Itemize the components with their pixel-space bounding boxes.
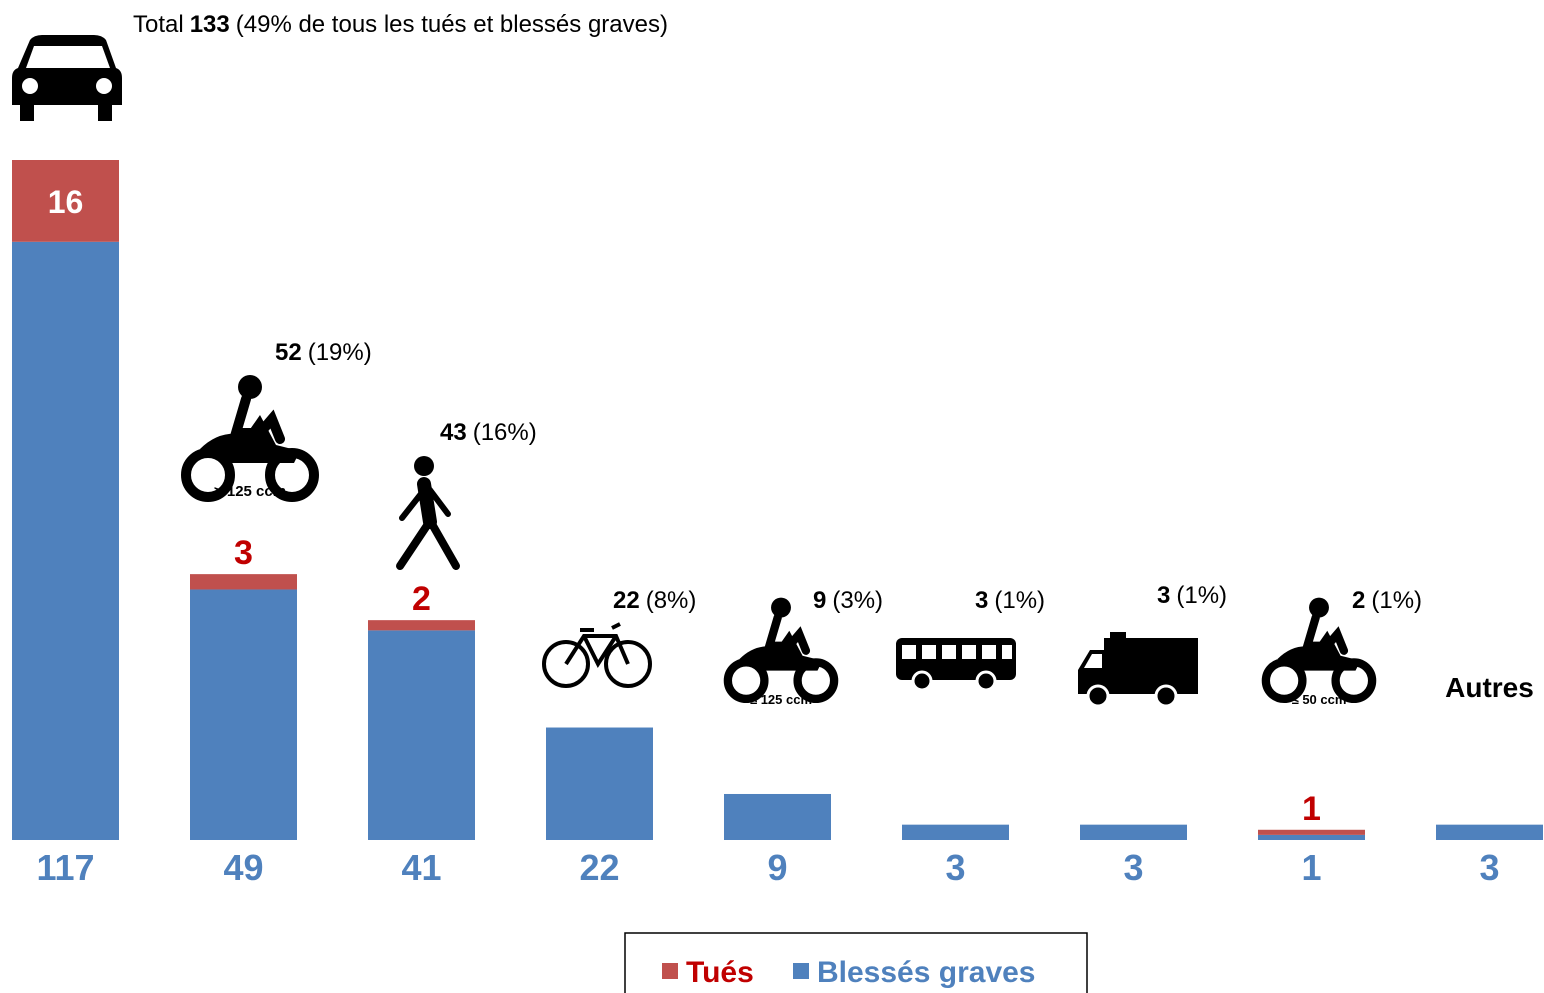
value-label: 3 (1479, 847, 1499, 888)
legend-swatch (793, 963, 809, 979)
bar-segment (1436, 824, 1543, 840)
annotation-total: 133 (190, 11, 230, 38)
legend-swatch (662, 963, 678, 979)
helmet (1309, 597, 1329, 618)
annotation-share: (1%) (1371, 587, 1422, 614)
annotation-share: (49% de tous les tués et blessés graves) (236, 11, 668, 38)
annotation-total: 2 (1352, 587, 1365, 614)
body (739, 630, 823, 671)
annotation-total: 3 (1157, 582, 1170, 609)
icon-label: ≤ 125 ccm (750, 692, 812, 707)
annotation-total: 43 (440, 419, 467, 446)
value-label: 1 (1301, 847, 1321, 888)
annotation-total: 52 (275, 339, 302, 366)
value-label: 9 (767, 847, 787, 888)
legend-label: Blessés graves (817, 956, 1036, 989)
annotation-total: 9 (813, 587, 826, 614)
annotation-total: 22 (613, 587, 640, 614)
wheel (723, 658, 769, 704)
helmet (238, 375, 262, 399)
body (1277, 630, 1361, 671)
motorcycle-icon (181, 375, 319, 502)
bicycle-icon (542, 622, 652, 688)
value-label: 2 (412, 580, 431, 618)
value-label: 117 (36, 847, 94, 888)
motorcycle-icon (723, 597, 839, 704)
annotation-share: (1%) (994, 587, 1045, 614)
bar-segment (190, 574, 297, 590)
annotation: 3 (1%) (975, 587, 1045, 614)
bar-segment (1258, 829, 1365, 835)
bar-segment (1258, 834, 1365, 840)
bar-segment (368, 620, 475, 631)
truck-icon (1078, 632, 1198, 708)
annotation-prefix: Total (133, 11, 184, 38)
bar-segment (12, 241, 119, 840)
annotation: 52 (19%) (275, 339, 372, 366)
annotation-share: (8%) (646, 587, 697, 614)
body (200, 415, 300, 463)
value-label: 41 (401, 847, 441, 888)
annotation: 3 (1%) (1157, 582, 1227, 609)
annotation-share: (1%) (1176, 582, 1227, 609)
bus-icon (896, 638, 1016, 692)
value-label: 3 (234, 534, 253, 572)
bar-segment (368, 630, 475, 840)
bar-segment (190, 589, 297, 840)
helmet (771, 597, 791, 618)
annotation-share: (19%) (308, 339, 372, 366)
annotation-share: (16%) (473, 419, 537, 446)
value-label: 1 (1302, 790, 1321, 828)
legend: Tués Blessés graves (624, 932, 1088, 993)
rider (229, 394, 285, 444)
annotation-total: 3 (975, 587, 988, 614)
legend-box (624, 932, 1088, 993)
car-icon (12, 35, 122, 121)
value-label: 22 (579, 847, 619, 888)
legend-label: Tués (686, 956, 754, 989)
rider (1301, 613, 1349, 655)
motorcycle-icon (1261, 597, 1377, 704)
annotation: 2 (1%) (1352, 587, 1422, 614)
annotation-share: (3%) (832, 587, 883, 614)
wheel (181, 448, 235, 502)
icon-label: ≤ 50 ccm (1292, 692, 1347, 707)
bar-segment (1080, 824, 1187, 840)
category-label: Autres (1445, 672, 1534, 703)
bar-segment (724, 793, 831, 840)
value-label: 3 (945, 847, 965, 888)
annotation: 22 (8%) (613, 587, 696, 614)
icons (12, 35, 1198, 708)
value-label: 49 (223, 847, 263, 888)
value-label: 16 (48, 184, 84, 220)
bar-segment (12, 160, 119, 242)
rider (763, 613, 811, 655)
pedestrian-icon (396, 456, 460, 570)
annotation: Total 133 (49% de tous les tués et blessés… (133, 11, 668, 38)
wheel (1261, 658, 1307, 704)
annotation: 9 (3%) (813, 587, 883, 614)
bar-segment (546, 727, 653, 840)
value-label: 3 (1123, 847, 1143, 888)
icon-label: > 125 ccm (214, 483, 286, 500)
annotation: 43 (16%) (440, 419, 537, 446)
bar-segment (902, 824, 1009, 840)
